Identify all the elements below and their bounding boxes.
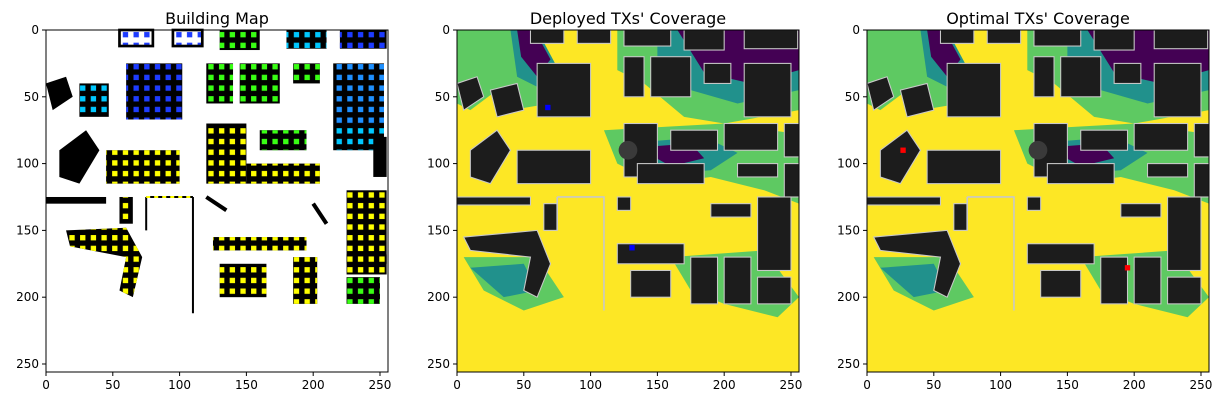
y-tick-label: 250 bbox=[427, 357, 450, 371]
x-tick-label: 200 bbox=[713, 378, 736, 392]
transmitter-marker bbox=[900, 147, 906, 153]
building-footprints bbox=[46, 28, 387, 314]
transmitter-marker bbox=[545, 104, 551, 111]
deployed-coverage-y-ticks: 0 50 100 150 200 250 bbox=[427, 23, 457, 371]
y-tick-label: 100 bbox=[427, 157, 450, 171]
y-tick-label: 200 bbox=[837, 290, 860, 304]
building-map-panel: Building Map bbox=[16, 9, 391, 392]
optimal-coverage-panel: Optimal TXs' Coverage 0 50 100 150 200 250 0 5… bbox=[837, 9, 1212, 392]
x-tick-label: 250 bbox=[1190, 378, 1213, 392]
transmitter-marker bbox=[629, 245, 635, 251]
y-tick-label: 50 bbox=[24, 90, 39, 104]
y-tick-label: 0 bbox=[442, 23, 450, 37]
deployed-coverage-title: Deployed TXs' Coverage bbox=[530, 9, 726, 28]
x-tick-label: 200 bbox=[1123, 378, 1146, 392]
y-tick-label: 200 bbox=[427, 290, 450, 304]
transmitter-marker bbox=[1124, 265, 1131, 271]
optimal-coverage-frame bbox=[866, 29, 1210, 373]
y-tick-label: 100 bbox=[16, 157, 39, 171]
x-tick-label: 250 bbox=[369, 378, 392, 392]
deployed-coverage-image bbox=[456, 29, 800, 373]
y-tick-label: 200 bbox=[16, 290, 39, 304]
x-tick-label: 0 bbox=[42, 378, 50, 392]
building-map-frame bbox=[45, 29, 389, 373]
y-tick-label: 250 bbox=[16, 357, 39, 371]
y-tick-label: 0 bbox=[31, 23, 39, 37]
y-tick-label: 100 bbox=[837, 157, 860, 171]
deployed-coverage-x-ticks: 0 50 100 150 200 250 bbox=[453, 372, 802, 392]
y-tick-label: 150 bbox=[427, 223, 450, 237]
x-tick-label: 50 bbox=[516, 378, 531, 392]
building-map-title: Building Map bbox=[165, 9, 269, 28]
x-tick-label: 0 bbox=[863, 378, 871, 392]
y-tick-label: 0 bbox=[852, 23, 860, 37]
building-map-x-ticks: 0 50 100 150 200 250 bbox=[42, 372, 391, 392]
x-tick-label: 150 bbox=[235, 378, 258, 392]
y-tick-label: 150 bbox=[16, 223, 39, 237]
x-tick-label: 150 bbox=[646, 378, 669, 392]
x-tick-label: 50 bbox=[105, 378, 120, 392]
x-tick-label: 50 bbox=[926, 378, 941, 392]
x-tick-label: 150 bbox=[1056, 378, 1079, 392]
optimal-coverage-title: Optimal TXs' Coverage bbox=[946, 9, 1130, 28]
x-tick-label: 0 bbox=[453, 378, 461, 392]
deployed-coverage-panel: Deployed TXs' Coverage 0 50 100 150 200 250 0… bbox=[427, 9, 802, 392]
y-tick-label: 50 bbox=[435, 90, 450, 104]
optimal-coverage-image bbox=[866, 29, 1210, 373]
x-tick-label: 250 bbox=[780, 378, 803, 392]
x-tick-label: 100 bbox=[989, 378, 1012, 392]
x-tick-label: 200 bbox=[302, 378, 325, 392]
optimal-coverage-y-ticks: 0 50 100 150 200 250 bbox=[837, 23, 867, 371]
y-tick-label: 250 bbox=[837, 357, 860, 371]
optimal-coverage-x-ticks: 0 50 100 150 200 250 bbox=[863, 372, 1212, 392]
y-tick-label: 150 bbox=[837, 223, 860, 237]
deployed-coverage-frame bbox=[456, 29, 800, 373]
x-tick-label: 100 bbox=[579, 378, 602, 392]
x-tick-label: 100 bbox=[168, 378, 191, 392]
y-tick-label: 50 bbox=[845, 90, 860, 104]
building-map-y-ticks: 0 50 100 150 200 250 bbox=[16, 23, 46, 371]
